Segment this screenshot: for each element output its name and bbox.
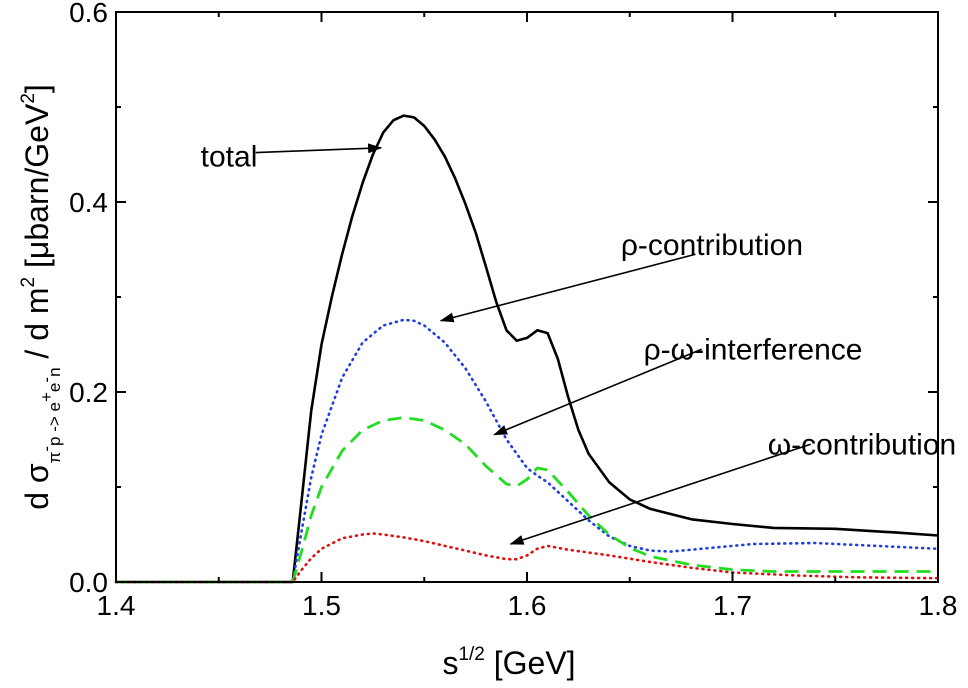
y-axis-title: d σπ-p -> e+e-n / d m2 [μbarn/GeV2]	[18, 84, 64, 510]
x-tick-label: 1.7	[713, 590, 752, 621]
x-tick-label: 1.5	[302, 590, 341, 621]
annotation-arrow-2	[493, 348, 702, 436]
x-axis-title-base: s	[442, 645, 458, 681]
x-axis-title-unit: [GeV]	[485, 645, 576, 681]
y-axis-title-sub-end: n	[45, 367, 64, 376]
series-line-3	[114, 532, 940, 584]
annotation-label-2: ρ-ω-interference	[644, 333, 863, 366]
y-axis-title-part3: [μbarn/GeV	[19, 103, 55, 277]
annotation-arrow-1	[439, 253, 696, 323]
y-axis-title-sub-mid2: e	[45, 383, 64, 392]
annotation-label-0: total	[201, 140, 258, 173]
y-axis-title-sub-mid: p -> e	[45, 402, 64, 446]
y-axis-title-part4: ]	[19, 84, 55, 93]
y-tick-label: 0.0	[69, 567, 108, 598]
annotation-label-3: ω-contribution	[768, 428, 957, 461]
y-axis-title-part1: d σ	[19, 463, 55, 510]
y-axis-title-sub: π	[45, 452, 64, 464]
y-axis-title-sub-sup3: -	[37, 377, 56, 383]
ticks-layer: 1.4 1.5 1.6 1.7 1.8 0.0 0.2 0.4 0.6	[69, 0, 957, 621]
y-axis-title-part3-sup: 2	[18, 93, 39, 104]
y-axis-title-sub-sup2: +	[37, 392, 56, 402]
y-tick-label: 0.4	[69, 187, 108, 218]
y-tick-label: 0.6	[69, 0, 108, 28]
x-tick-label: 1.8	[919, 590, 958, 621]
y-axis-title-part2-sup: 2	[18, 277, 39, 288]
annotations-layer: total ρ-contribution ρ-ω-interference ω-con…	[201, 140, 957, 545]
series-layer	[114, 114, 940, 584]
x-tick-label: 1.4	[97, 590, 136, 621]
x-axis-title-sup: 1/2	[458, 644, 484, 665]
y-axis-title-part2: / d m	[19, 287, 55, 367]
plot-frame	[115, 11, 939, 583]
y-axis-title-sub-sup1: -	[37, 446, 56, 452]
annotation-arrow-0	[255, 143, 383, 154]
y-tick-label: 0.2	[69, 377, 108, 408]
annotation-label-1: ρ-contribution	[621, 229, 803, 262]
series-line-2	[116, 416, 938, 584]
x-tick-label: 1.6	[508, 590, 547, 621]
x-axis-title: s1/2 [GeV]	[442, 644, 575, 681]
series-line-0	[116, 114, 939, 584]
annotation-arrow-3	[509, 443, 811, 545]
series-line-1	[114, 318, 940, 584]
